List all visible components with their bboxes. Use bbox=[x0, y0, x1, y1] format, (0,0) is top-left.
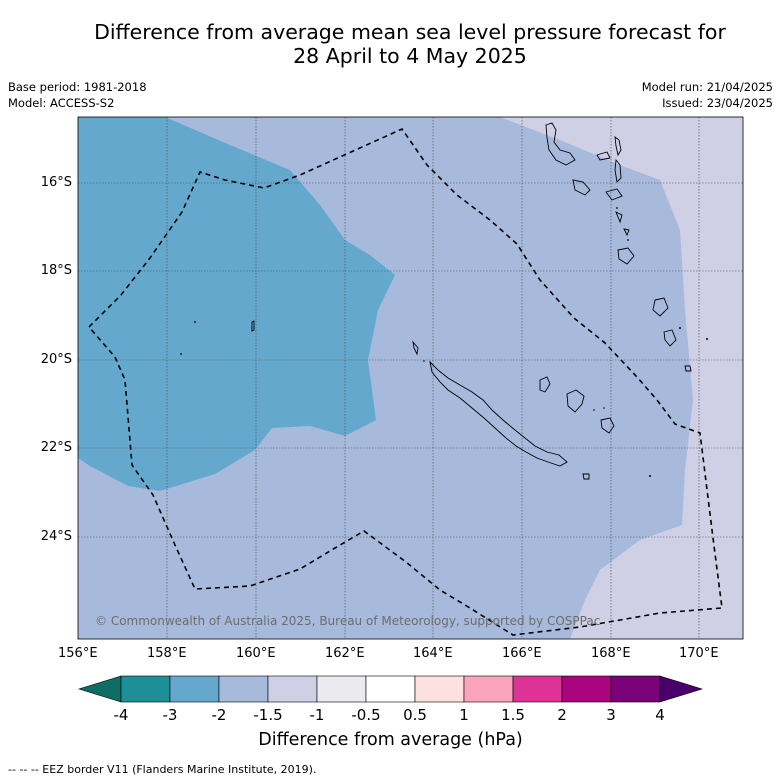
colorbar-tick-label: 1.5 bbox=[501, 706, 525, 724]
colorbar-tick-label: -1 bbox=[309, 706, 325, 724]
colorbar-tick-label: -2 bbox=[211, 706, 227, 724]
lat-label-20: 20°S bbox=[40, 352, 72, 367]
base-period: Base period: 1981-2018 bbox=[8, 80, 147, 94]
map-title: Difference from average mean sea level p… bbox=[40, 20, 780, 68]
colorbar-segment bbox=[561, 675, 612, 703]
vanuatu-aneityum bbox=[684, 365, 692, 372]
copyright-notice: © Commonwealth of Australia 2025, Bureau… bbox=[95, 614, 601, 628]
graticule bbox=[78, 117, 743, 639]
meta-left: Base period: 1981-2018 Model: ACCESS-S2 bbox=[8, 79, 147, 111]
vanuatu-erromango bbox=[652, 297, 669, 317]
colorbar-segment bbox=[512, 675, 563, 703]
lon-label-162: 162°E bbox=[325, 646, 365, 661]
colorbar-segment bbox=[120, 675, 171, 703]
lon-label-170: 170°E bbox=[679, 646, 719, 661]
lat-label-22: 22°S bbox=[40, 440, 72, 455]
coastlines bbox=[251, 122, 692, 480]
colorbar-tick-label: 4 bbox=[655, 706, 665, 724]
lon-label-156: 156°E bbox=[58, 646, 98, 661]
colorbar-tick-label: 1 bbox=[459, 706, 469, 724]
colorbar-segment bbox=[365, 675, 416, 703]
belep-islands-outline bbox=[412, 340, 419, 356]
colorbar-segment bbox=[169, 675, 220, 703]
title-line-2: 28 April to 4 May 2025 bbox=[293, 44, 527, 68]
lon-label-160: 160°E bbox=[236, 646, 276, 661]
new-caledonia-outline bbox=[429, 360, 568, 467]
colorbar bbox=[77, 675, 704, 703]
colorbar-segment bbox=[267, 675, 318, 703]
colorbar-tick-label: -3 bbox=[162, 706, 178, 724]
vanuatu-ambae bbox=[596, 151, 611, 161]
walpole-outline bbox=[582, 473, 590, 480]
title-line-1: Difference from average mean sea level p… bbox=[94, 20, 726, 44]
lon-label-158: 158°E bbox=[147, 646, 187, 661]
colorbar-segment bbox=[463, 675, 514, 703]
model-run: Model run: 21/04/2025 bbox=[641, 80, 773, 94]
colorbar-tick-label: 3 bbox=[606, 706, 616, 724]
eez-legend-note: -- -- -- EEZ border V11 (Flanders Marine… bbox=[8, 763, 317, 776]
issued-date: Issued: 23/04/2025 bbox=[662, 96, 773, 110]
meta-right: Model run: 21/04/2025 Issued: 23/04/2025 bbox=[642, 79, 773, 111]
colorbar-segment bbox=[218, 675, 269, 703]
eez-border bbox=[87, 127, 723, 636]
lifou-outline bbox=[566, 389, 585, 413]
vanuatu-maewo bbox=[614, 136, 622, 157]
mare-outline bbox=[600, 417, 615, 434]
anomaly-region-minus3 bbox=[78, 117, 395, 491]
lat-label-18: 18°S bbox=[40, 263, 72, 278]
map-area bbox=[78, 117, 743, 639]
colorbar-segment bbox=[610, 675, 661, 703]
colorbar-tick-label: 2 bbox=[557, 706, 567, 724]
colorbar-segment bbox=[316, 675, 367, 703]
vanuatu-epi bbox=[615, 211, 623, 224]
colorbar-tick-label: -1.5 bbox=[253, 706, 283, 724]
vanuatu-shepherds bbox=[623, 228, 630, 237]
vanuatu-espiritu-santo bbox=[545, 122, 576, 166]
vanuatu-efate bbox=[617, 247, 635, 265]
colorbar-tick-label: -4 bbox=[113, 706, 129, 724]
colorbar-tick-label: 0.5 bbox=[403, 706, 427, 724]
vanuatu-tanna bbox=[663, 329, 677, 347]
lat-label-24: 24°S bbox=[40, 529, 72, 544]
lon-label-166: 166°E bbox=[502, 646, 542, 661]
colorbar-segment bbox=[414, 675, 465, 703]
colorbar-tick-label: -0.5 bbox=[351, 706, 381, 724]
vanuatu-pentecost bbox=[614, 158, 622, 183]
vanuatu-malekula bbox=[572, 179, 591, 196]
chesterfield-outline bbox=[251, 320, 255, 332]
ouvea-outline bbox=[539, 376, 551, 393]
model-name: Model: ACCESS-S2 bbox=[8, 96, 115, 110]
map-frame bbox=[77, 116, 744, 640]
lon-label-164: 164°E bbox=[413, 646, 453, 661]
lat-label-16: 16°S bbox=[40, 175, 72, 190]
lon-label-168: 168°E bbox=[591, 646, 631, 661]
colorbar-title: Difference from average (hPa) bbox=[258, 730, 523, 750]
colorbar-over-arrow bbox=[659, 675, 704, 703]
small-islets bbox=[180, 207, 708, 477]
colorbar-under-arrow bbox=[77, 675, 122, 703]
vanuatu-ambrym bbox=[605, 188, 623, 201]
